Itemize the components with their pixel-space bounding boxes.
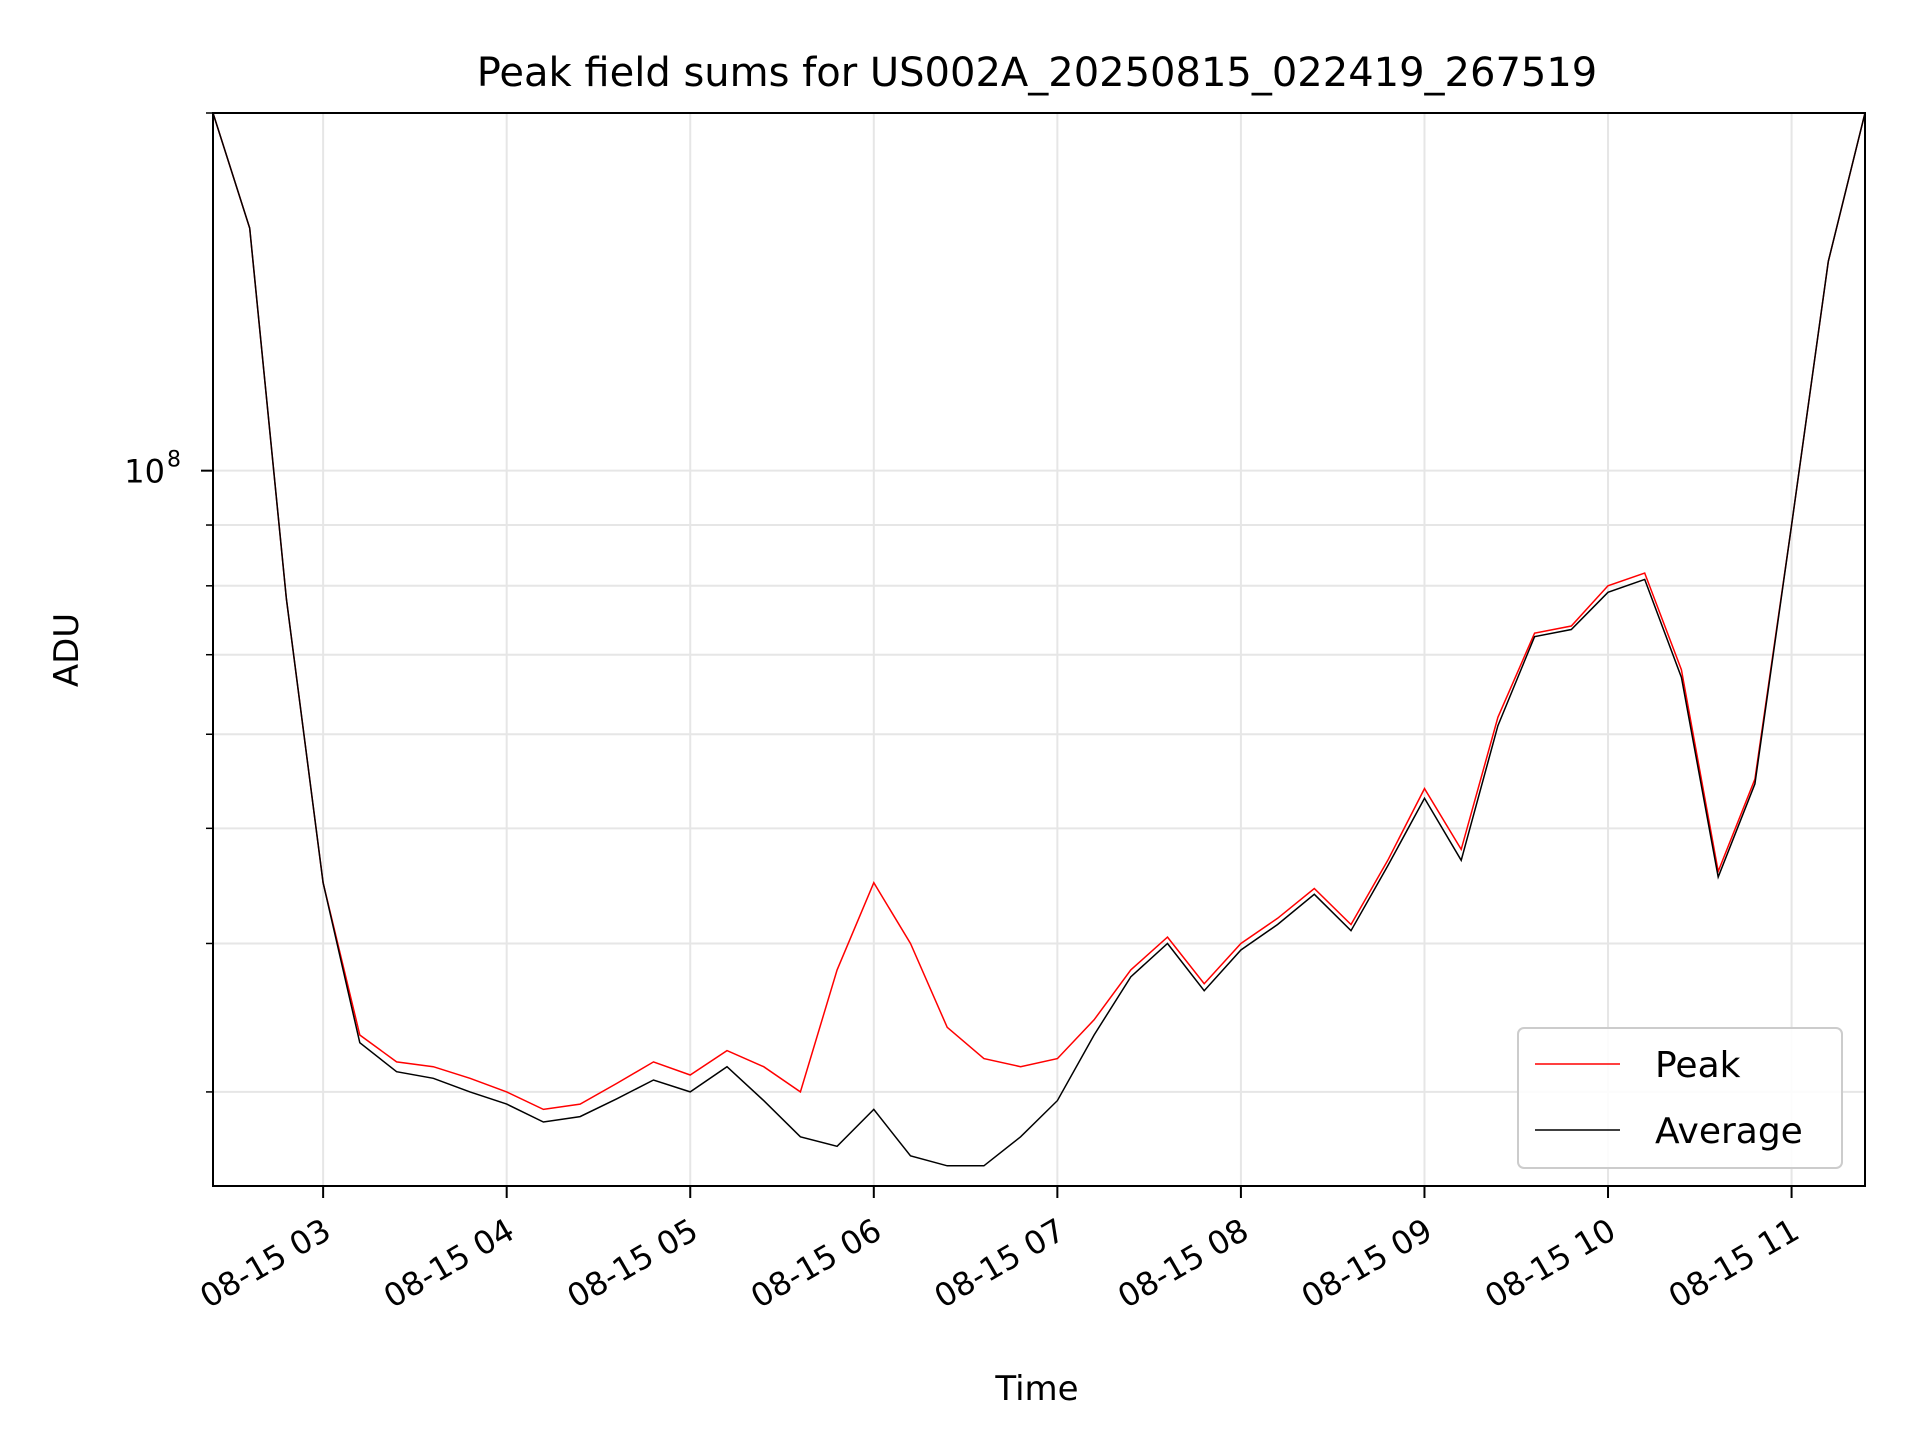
legend-label-peak: Peak <box>1655 1045 1741 1086</box>
legend-label-average: Average <box>1655 1111 1803 1152</box>
chart-title: Peak field sums for US002A_20250815_0224… <box>477 50 1598 96</box>
series-line-peak <box>213 113 1865 1111</box>
legend-frame <box>1517 1027 1843 1169</box>
legend: Peak Average <box>1517 1027 1843 1169</box>
plot-frame <box>212 112 1866 1187</box>
y-tick-label-exponent: 8 <box>167 448 181 473</box>
plot-series <box>213 113 1865 1167</box>
y-axis-label: ADU <box>47 613 87 687</box>
y-tick-label: 10 <box>124 453 165 491</box>
x-axis-label: Time <box>994 1369 1078 1409</box>
series-line-average <box>213 113 1865 1167</box>
